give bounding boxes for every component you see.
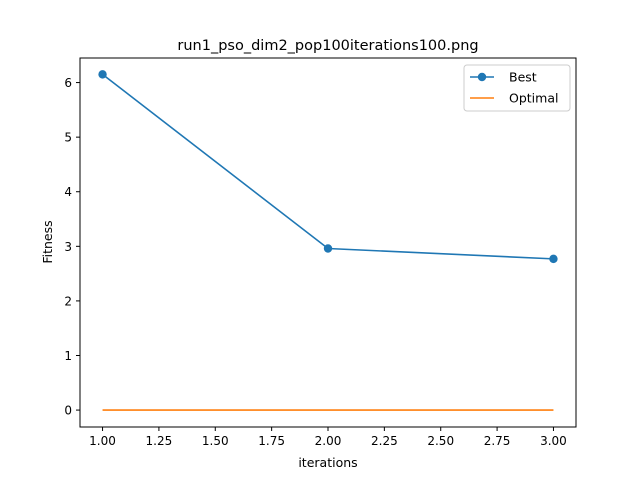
x-tick-label: 1.00 [89,434,116,448]
legend-entries: Best Optimal [470,70,558,106]
y-axis-ticks: 0 1 2 3 4 5 6 [64,76,80,418]
x-tick-label: 2.50 [427,434,454,448]
data-point-best [98,70,107,79]
y-tick-label: 1 [64,349,72,363]
y-tick-label: 6 [64,76,72,90]
x-tick-label: 3.00 [540,434,567,448]
x-axis-ticks: 1.00 1.25 1.50 1.75 2.00 2.25 2.50 2.75 3.00 [89,427,567,448]
x-tick-label: 1.50 [202,434,229,448]
x-tick-label: 1.25 [146,434,173,448]
x-tick-label: 2.25 [371,434,398,448]
y-tick-label: 4 [64,185,72,199]
data-point-best [323,244,333,253]
x-tick-label: 1.75 [258,434,285,448]
plot-area: 1.00 1.25 1.50 1.75 2.00 2.25 2.50 2.75 3.00 0 1 2… [64,57,577,448]
legend: Best Optimal [463,64,571,112]
x-tick-label: 2.75 [484,434,511,448]
y-tick-label: 5 [64,131,72,145]
y-axis-label: Fitness [40,220,55,263]
legend-label-optimal: Optimal [509,91,558,106]
x-axis-label: iterations [298,455,357,470]
data-point-best [549,254,558,264]
chart-title: run1_pso_dim2_pop100iterations100.png [177,38,478,54]
legend-label-best: Best [509,70,537,85]
legend-marker-best [477,72,487,82]
plot-frame [79,57,577,428]
x-tick-label: 2.00 [315,434,342,448]
y-tick-label: 0 [64,404,72,418]
y-tick-label: 3 [64,240,72,254]
y-tick-label: 2 [64,294,72,308]
series-layer [98,70,558,411]
